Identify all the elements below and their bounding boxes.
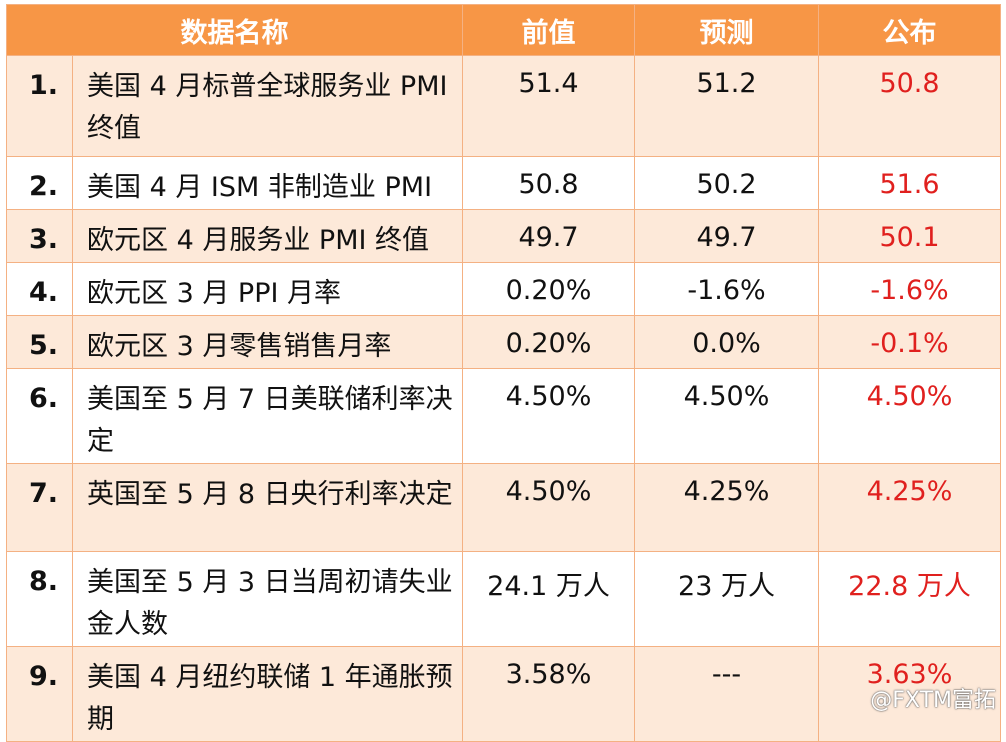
row-prev: 4.50%	[462, 463, 635, 552]
row-forecast: 4.50%	[634, 368, 819, 464]
row-name: 美国至 5 月 3 日当周初请失业金人数	[72, 551, 463, 647]
row-index: 4.	[6, 262, 73, 316]
row-name: 美国 4 月标普全球服务业 PMI 终值	[72, 55, 463, 157]
row-index: 1.	[6, 55, 73, 157]
row-published: -1.6%	[818, 262, 1001, 316]
row-prev: 0.20%	[462, 262, 635, 316]
row-published: 50.1	[818, 209, 1001, 263]
header-prev: 前值	[462, 4, 635, 56]
row-index: 3.	[6, 209, 73, 263]
row-forecast: ---	[634, 646, 819, 742]
row-name: 英国至 5 月 8 日央行利率决定	[72, 463, 463, 552]
row-prev: 24.1 万人	[462, 551, 635, 647]
row-index: 6.	[6, 368, 73, 464]
table-row: 8. 美国至 5 月 3 日当周初请失业金人数 24.1 万人 23 万人 22…	[6, 551, 1001, 647]
row-published: 4.25%	[818, 463, 1001, 552]
data-table-page: 标 数据名称 前值 预测 公布 1. 美国 4 月标普全球服务业 PMI 终值 …	[6, 4, 1001, 742]
row-prev: 51.4	[462, 55, 635, 157]
header-name: 数据名称	[6, 4, 463, 56]
row-index: 7.	[6, 463, 73, 552]
row-prev: 3.58%	[462, 646, 635, 742]
economic-data-table: 数据名称 前值 预测 公布 1. 美国 4 月标普全球服务业 PMI 终值 51…	[6, 4, 1001, 742]
header-published: 公布	[818, 4, 1001, 56]
row-index: 5.	[6, 315, 73, 369]
row-forecast: -1.6%	[634, 262, 819, 316]
table-row: 5. 欧元区 3 月零售销售月率 0.20% 0.0% -0.1%	[6, 315, 1001, 369]
row-prev: 50.8	[462, 156, 635, 210]
row-index: 8.	[6, 551, 73, 647]
row-forecast: 4.25%	[634, 463, 819, 552]
row-forecast: 23 万人	[634, 551, 819, 647]
fxtm-logo-text: @FXTM富拓	[870, 688, 996, 713]
row-name: 欧元区 3 月 PPI 月率	[72, 262, 463, 316]
row-prev: 0.20%	[462, 315, 635, 369]
row-name: 美国 4 月 ISM 非制造业 PMI	[72, 156, 463, 210]
row-published: 50.8	[818, 55, 1001, 157]
row-forecast: 0.0%	[634, 315, 819, 369]
row-forecast: 51.2	[634, 55, 819, 157]
table-row: 1. 美国 4 月标普全球服务业 PMI 终值 51.4 51.2 50.8	[6, 55, 1001, 157]
row-published: 4.50%	[818, 368, 1001, 464]
row-published: 51.6	[818, 156, 1001, 210]
row-name: 欧元区 4 月服务业 PMI 终值	[72, 209, 463, 263]
row-published: 22.8 万人	[818, 551, 1001, 647]
row-published: -0.1%	[818, 315, 1001, 369]
header-forecast: 预测	[634, 4, 819, 56]
row-prev: 49.7	[462, 209, 635, 263]
row-prev: 4.50%	[462, 368, 635, 464]
table-row: 2. 美国 4 月 ISM 非制造业 PMI 50.8 50.2 51.6	[6, 156, 1001, 210]
row-name: 欧元区 3 月零售销售月率	[72, 315, 463, 369]
table-header-row: 数据名称 前值 预测 公布	[6, 4, 1001, 56]
row-index: 9.	[6, 646, 73, 742]
row-name: 美国 4 月纽约联储 1 年通胀预期	[72, 646, 463, 742]
table-row: 4. 欧元区 3 月 PPI 月率 0.20% -1.6% -1.6%	[6, 262, 1001, 316]
row-name: 美国至 5 月 7 日美联储利率决定	[72, 368, 463, 464]
table-row: 3. 欧元区 4 月服务业 PMI 终值 49.7 49.7 50.1	[6, 209, 1001, 263]
row-forecast: 49.7	[634, 209, 819, 263]
row-forecast: 50.2	[634, 156, 819, 210]
table-row: 9. 美国 4 月纽约联储 1 年通胀预期 3.58% --- 3.63%	[6, 646, 1001, 742]
table-row: 7. 英国至 5 月 8 日央行利率决定 4.50% 4.25% 4.25%	[6, 463, 1001, 552]
table-row: 6. 美国至 5 月 7 日美联储利率决定 4.50% 4.50% 4.50%	[6, 368, 1001, 464]
row-index: 2.	[6, 156, 73, 210]
